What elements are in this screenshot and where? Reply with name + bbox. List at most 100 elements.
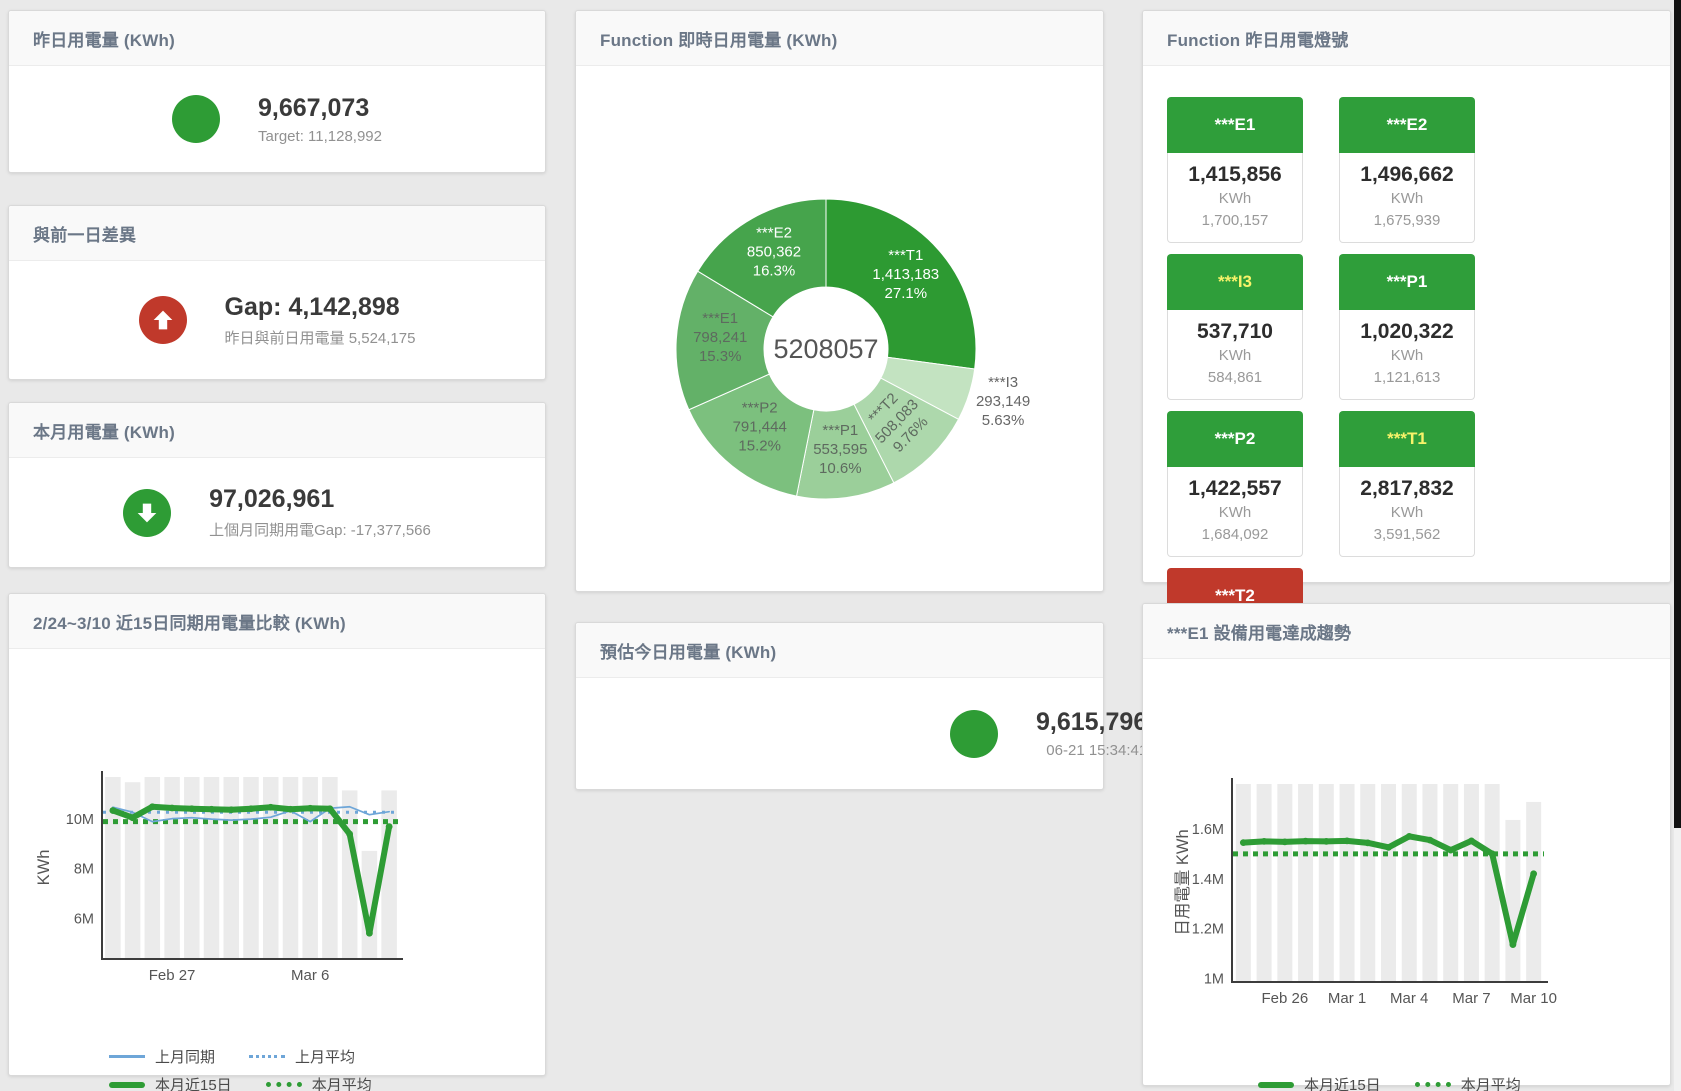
donut-slice-label: ***P2 791,444 15.2%: [733, 400, 787, 455]
y-axis-label: KWh: [35, 850, 53, 886]
target-bar: [1526, 801, 1542, 981]
target-bar: [282, 777, 299, 958]
e1-trend-line-chart[interactable]: 1M 1.2M 1.4M 1.6M Feb 26 Mar 1 Mar 4 Mar 7 Mar 1…: [1143, 659, 1670, 1087]
donut-center-total: 5208057: [773, 334, 878, 364]
lamp-tile-P1[interactable]: ***P1 1,020,322 KWh 1,121,613: [1339, 254, 1475, 400]
donut-slice-label: ***T1 1,413,183 27.1%: [872, 247, 939, 302]
target-bar: [1277, 784, 1293, 981]
y-tick-label: 1M: [1204, 972, 1224, 988]
target-bar: [1484, 784, 1500, 981]
legend-swatch-green-line: [109, 1081, 145, 1088]
legend-swatch-green-line: [1258, 1081, 1294, 1088]
yesterday-target: Target: 11,128,992: [258, 127, 382, 145]
card-yesterday-title: 昨日用電量 (KWh): [33, 30, 175, 50]
e1-trend-chart-legend: 本月近15日本月平均Target: [1258, 1074, 1555, 1091]
y-tick-label: 6M: [74, 911, 94, 927]
scrollbar-thumb[interactable]: [1674, 0, 1681, 828]
legend-row: 上月同期 上月平均: [109, 1046, 406, 1067]
x-tick-label: Mar 4: [1390, 990, 1428, 1007]
card-today-estimate-header: 預估今日用電量 (KWh): [576, 623, 1103, 678]
realtime-usage-donut-chart[interactable]: ***T1 1,413,183 27.1%***I3 293,149 5.63%***T…: [576, 66, 1103, 593]
today-estimate-kpi: 9,615,796 06-21 15:34:41: [688, 678, 1215, 789]
lamp-tile-status-header: ***E2: [1339, 97, 1475, 153]
donut-slice-label: ***E2 850,362 16.3%: [747, 225, 801, 280]
x-tick-label: Mar 1: [1328, 990, 1366, 1007]
card-yesterday-header: 昨日用電量 (KWh): [9, 11, 545, 66]
prev-day-gap-kpi: Gap: 4,142,898 昨日與前日用電量 5,524,175: [9, 261, 545, 379]
month-usage-value: 97,026,961: [209, 485, 335, 513]
donut-slice-E2[interactable]: [697, 198, 827, 318]
legend-item[interactable]: 本月近15日: [1258, 1074, 1381, 1091]
lamp-tile-E1[interactable]: ***E1 1,415,856 KWh 1,700,157: [1167, 97, 1303, 243]
card-e1-trend: ***E1 設備用電達成趨勢 1M 1.2M 1.4M 1.6M Feb 26 Mar 1…: [1142, 603, 1671, 1091]
lamp-tile-value: 1,415,856: [1188, 163, 1282, 186]
y-tick-label: 1.4M: [1192, 872, 1224, 888]
target-bar: [1381, 784, 1396, 981]
legend-swatch-green-dots: [1414, 1082, 1451, 1087]
status-circle-icon: [172, 95, 220, 143]
card-e1-trend-header: ***E1 設備用電達成趨勢: [1143, 604, 1670, 659]
card-lamp-status-title: Function 昨日用電燈號: [1167, 30, 1349, 50]
legend-label: 本月平均: [1460, 1077, 1521, 1091]
target-bar: [381, 790, 397, 958]
lamp-tile-target: 584,861: [1207, 369, 1263, 386]
target-bar: [1298, 784, 1314, 981]
donut-slice-P2[interactable]: [688, 373, 815, 497]
lamp-tile-status-header: ***E1: [1167, 97, 1303, 153]
lamp-tile-body: 1,415,856 KWh 1,700,157: [1167, 153, 1303, 243]
target-bar: [164, 777, 180, 958]
card-today-estimate: 預估今日用電量 (KWh) 9,615,796 06-21 15:34:41: [575, 622, 1147, 790]
legend-label: 本月近15日: [155, 1077, 232, 1091]
x-tick-label: Feb 27: [149, 967, 196, 984]
lamp-tile-unit: KWh: [1390, 504, 1424, 521]
card-realtime-donut: Function 即時日用電量 (KWh) ***T1 1,413,183 27.1…: [575, 10, 1104, 592]
target-bar: [1256, 784, 1272, 981]
lamp-tiles: ***E1 1,415,856 KWh 1,700,157 ***E2 1,496,662…: [1143, 66, 1670, 714]
lamp-tile-unit: KWh: [1218, 190, 1252, 207]
prev-day-gap-value: Gap: 4,142,898: [224, 292, 400, 321]
legend-row: 本月近15日 本月平均: [109, 1074, 406, 1091]
donut-slice-E1[interactable]: [675, 270, 774, 411]
target-bar: [1463, 784, 1479, 981]
lamp-tile-status-header: ***P1: [1339, 254, 1475, 310]
lamp-tile-I3[interactable]: ***I3 537,710 KWh 584,861: [1167, 254, 1303, 400]
lamp-tile-target: 3,591,562: [1373, 526, 1441, 543]
card-15day-comparison: 2/24~3/10 近15日同期用電量比較 (KWh) 6M 8M 10M Feb 2…: [8, 593, 546, 1091]
today-estimate-timestamp: 06-21 15:34:41: [1046, 742, 1148, 759]
lamp-tile-unit: KWh: [1218, 504, 1252, 521]
target-bar: [322, 777, 338, 958]
legend-item[interactable]: 上月同期: [109, 1046, 215, 1067]
donut-slice-T1[interactable]: [825, 198, 977, 370]
card-e1-trend-title: ***E1 設備用電達成趨勢: [1167, 623, 1352, 643]
legend-item[interactable]: 本月平均: [265, 1074, 372, 1091]
legend-item[interactable]: 本月平均: [1414, 1074, 1521, 1091]
lamp-tile-target: 1,675,939: [1373, 212, 1441, 229]
month-usage-sub: 上個月同期用電Gap: -17,377,566: [209, 522, 431, 539]
legend-swatch-blue-dots: [249, 1055, 286, 1058]
target-bar: [105, 777, 121, 958]
y-tick-label: 8M: [74, 862, 94, 878]
y-tick-label: 10M: [66, 812, 94, 828]
y-tick-label: 1.6M: [1192, 822, 1224, 838]
legend-item[interactable]: 本月近15日: [109, 1074, 232, 1091]
target-bar: [1360, 784, 1376, 981]
card-yesterday-usage: 昨日用電量 (KWh) 9,667,073 Target: 11,128,992: [8, 10, 546, 173]
lamp-tile-E2[interactable]: ***E2 1,496,662 KWh 1,675,939: [1339, 97, 1475, 243]
lamp-tile-target: 1,700,157: [1201, 212, 1269, 229]
x-tick-label: Feb 26: [1261, 990, 1308, 1007]
target-bar: [302, 777, 318, 958]
lamp-tile-target: 1,684,092: [1201, 526, 1269, 543]
comparison-line-chart[interactable]: 6M 8M 10M Feb 27 Mar 6 KWh: [9, 649, 545, 1077]
lamp-tile-target: 1,121,613: [1373, 369, 1441, 386]
lamp-tile-P2[interactable]: ***P2 1,422,557 KWh 1,684,092: [1167, 411, 1303, 557]
legend-label: 上月同期: [155, 1049, 216, 1066]
card-prev-day-gap-header: 與前一日差異: [9, 206, 545, 261]
lamp-tile-unit: KWh: [1390, 347, 1424, 364]
legend-label: 上月平均: [295, 1049, 356, 1066]
y-axis-label: 日用電量 KWh: [1174, 829, 1192, 935]
legend-item[interactable]: 上月平均: [249, 1046, 355, 1067]
lamp-tile-T1[interactable]: ***T1 2,817,832 KWh 3,591,562: [1339, 411, 1475, 557]
month-usage-kpi: 97,026,961 上個月同期用電Gap: -17,377,566: [9, 458, 545, 567]
lamp-tile-body: 1,020,322 KWh 1,121,613: [1339, 310, 1475, 400]
